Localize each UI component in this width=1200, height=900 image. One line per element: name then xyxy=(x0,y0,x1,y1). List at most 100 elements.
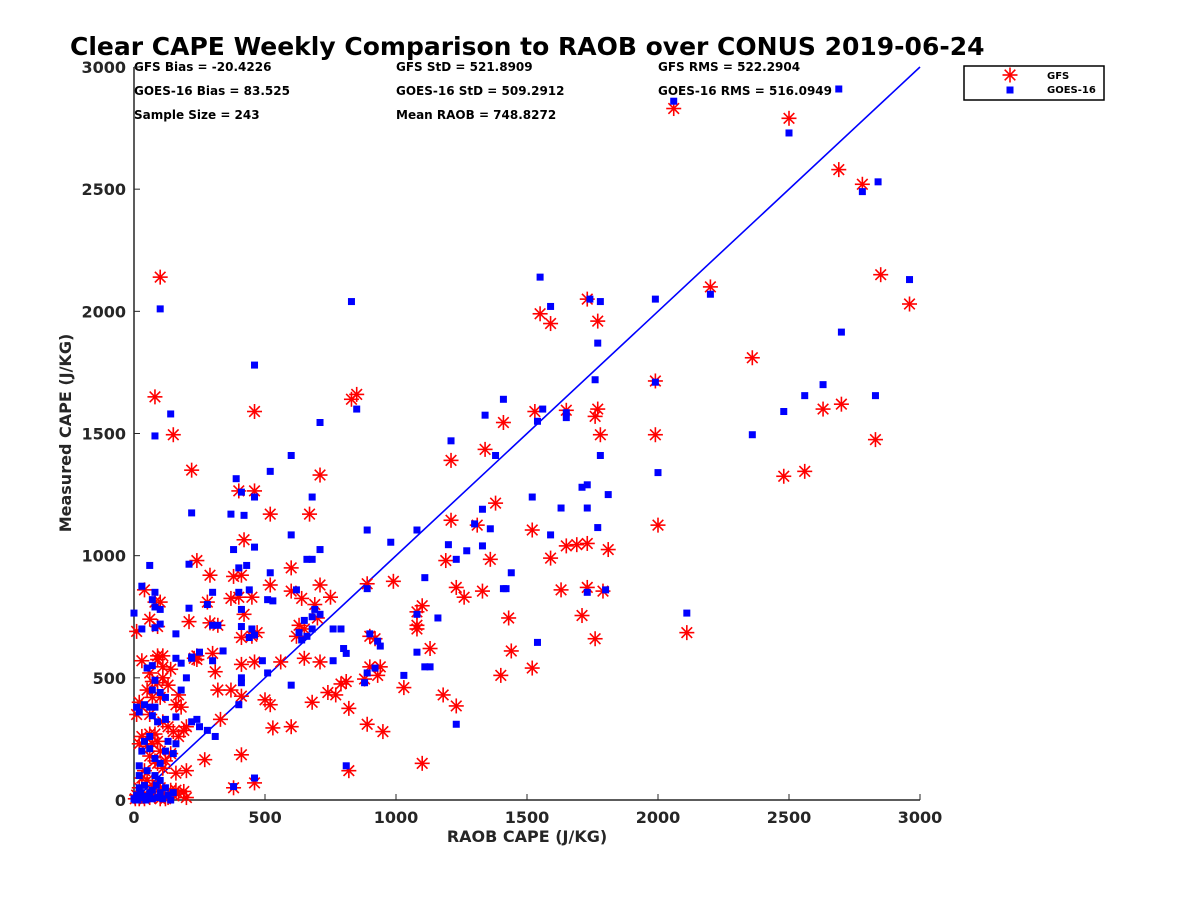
goes16-point xyxy=(172,654,180,662)
gfs-point xyxy=(168,765,184,781)
goes16-point xyxy=(499,395,507,403)
goes16-point xyxy=(251,493,259,501)
gfs-point xyxy=(385,573,401,589)
gfs-point xyxy=(532,306,548,322)
legend-goes16-square xyxy=(1006,86,1014,94)
goes16-point xyxy=(594,339,602,347)
goes16-point xyxy=(248,625,256,633)
goes16-point xyxy=(133,703,141,711)
goes16-point xyxy=(230,783,238,791)
goes16-point xyxy=(237,488,245,496)
gfs-point xyxy=(152,269,168,285)
gfs-point xyxy=(501,610,517,626)
goes16-point xyxy=(471,520,479,528)
goes16-point xyxy=(185,560,193,568)
gfs-point xyxy=(134,653,150,669)
goes16-point xyxy=(426,663,434,671)
goes16-point xyxy=(596,298,604,306)
goes16-point xyxy=(235,564,243,572)
y-tick-label: 500 xyxy=(93,669,126,688)
goes16-point xyxy=(251,543,259,551)
goes16-point xyxy=(138,794,146,802)
gfs-point xyxy=(647,427,663,443)
x-tick-label: 2500 xyxy=(767,808,812,827)
goes16-point xyxy=(161,747,169,755)
goes16-point xyxy=(251,774,259,782)
gfs-point xyxy=(283,560,299,576)
goes16-point xyxy=(140,737,148,745)
gfs-point xyxy=(212,711,228,727)
goes16-point xyxy=(146,703,154,711)
gfs-point xyxy=(579,535,595,551)
goes16-point xyxy=(172,740,180,748)
gfs-point xyxy=(679,625,695,641)
goes16-point xyxy=(146,732,154,740)
gfs-point xyxy=(178,763,194,779)
gfs-point xyxy=(233,747,249,763)
gfs-point xyxy=(482,551,498,567)
gfs-point xyxy=(435,687,451,703)
gfs-point xyxy=(438,553,454,569)
gfs-point xyxy=(587,631,603,647)
goes16-point xyxy=(172,630,180,638)
gfs-point xyxy=(294,590,310,606)
legend-goes16-label: GOES-16 xyxy=(1047,85,1096,96)
gfs-point xyxy=(744,350,760,366)
goes16-point xyxy=(146,745,154,753)
gfs-point xyxy=(456,589,472,605)
goes16-point xyxy=(156,789,164,797)
goes16-point xyxy=(371,664,379,672)
gfs-point xyxy=(503,643,519,659)
goes16-point xyxy=(748,431,756,439)
stats-block: GFS Bias = -20.4226 GFS StD = 521.8909 G… xyxy=(134,60,832,122)
goes16-point xyxy=(143,664,151,672)
goes16-point xyxy=(499,585,507,593)
y-tick-label: 3000 xyxy=(81,58,126,77)
goes16-point xyxy=(308,493,316,501)
goes16-point xyxy=(177,659,185,667)
goes16-point xyxy=(137,789,145,797)
gfs-point xyxy=(902,296,918,312)
goes16-point xyxy=(413,526,421,534)
goes16-point xyxy=(188,509,196,517)
y-axis-label: Measured CAPE (J/KG) xyxy=(56,334,75,533)
gfs-point xyxy=(524,660,540,676)
gfs-point xyxy=(831,162,847,178)
goes16-point xyxy=(492,451,500,459)
goes16-point xyxy=(478,505,486,513)
goes16-point xyxy=(251,361,259,369)
gfs-point xyxy=(797,463,813,479)
goes16-point xyxy=(596,451,604,459)
x-tick-label: 0 xyxy=(128,808,139,827)
y-tick-label: 0 xyxy=(115,791,126,810)
goes16-point xyxy=(148,795,156,803)
goes16-point xyxy=(303,632,311,640)
goes16-point xyxy=(400,671,408,679)
stat-mean-raob: Mean RAOB = 748.8272 xyxy=(396,108,556,122)
gfs-point xyxy=(553,582,569,598)
goes16-point xyxy=(235,701,243,709)
goes16-point xyxy=(151,676,159,684)
goes16-point xyxy=(161,784,169,792)
gfs-point xyxy=(283,719,299,735)
gfs-point xyxy=(359,716,375,732)
reference-line xyxy=(133,66,921,801)
goes16-point xyxy=(329,657,337,665)
gfs-point xyxy=(223,682,239,698)
goes16-point xyxy=(547,531,555,539)
gfs-point xyxy=(477,441,493,457)
goes16-point xyxy=(188,654,196,662)
y-tick-label: 1000 xyxy=(81,547,126,566)
gfs-point xyxy=(493,667,509,683)
goes16-point xyxy=(311,605,319,613)
goes16-point xyxy=(363,585,371,593)
goes16-point xyxy=(161,715,169,723)
gfs-point xyxy=(181,614,197,630)
goes16-point xyxy=(140,781,148,789)
goes16-point xyxy=(138,625,146,633)
goes16-point xyxy=(578,483,586,491)
goes16-point xyxy=(434,614,442,622)
goes16-point xyxy=(528,493,536,501)
goes16-point xyxy=(143,792,151,800)
